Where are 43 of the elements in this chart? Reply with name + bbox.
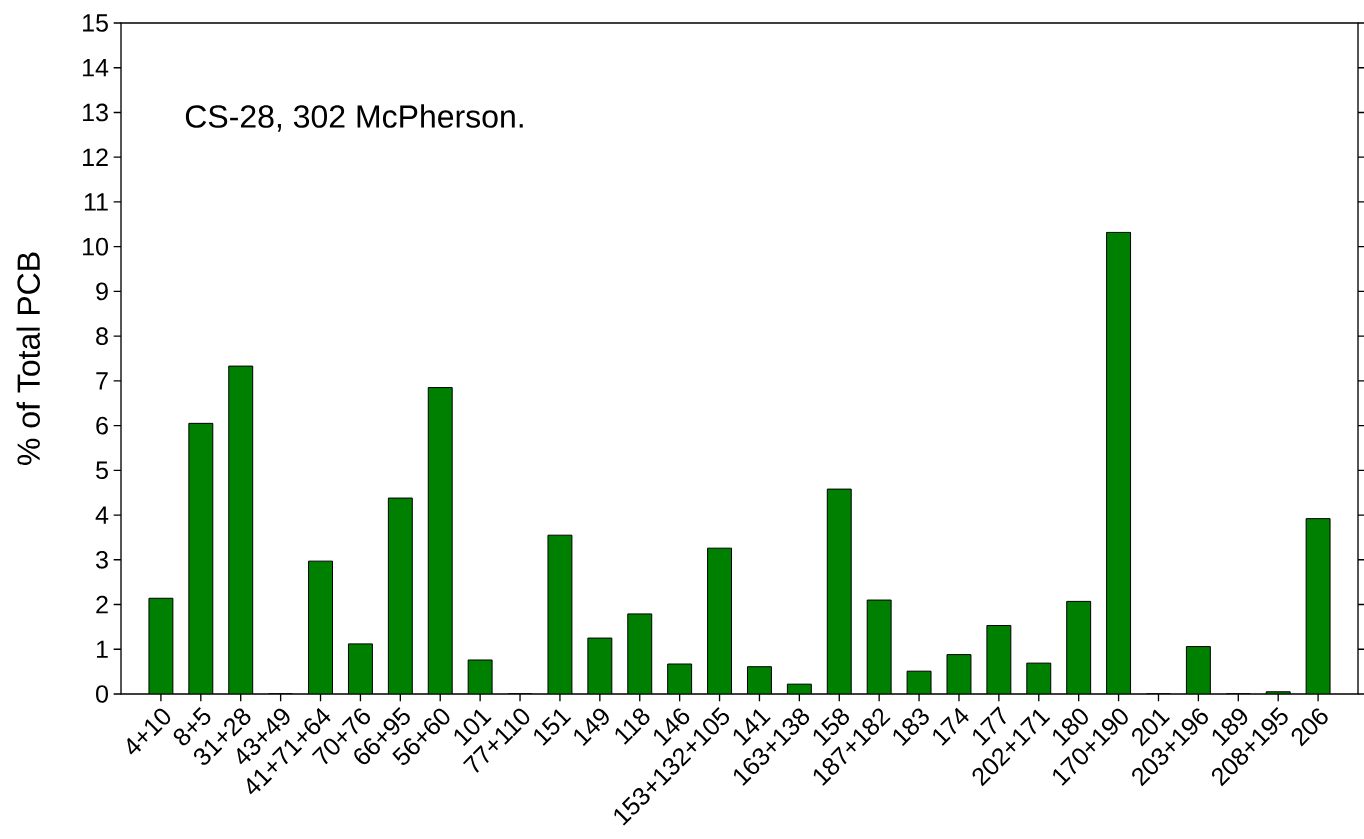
bar bbox=[308, 561, 333, 694]
bar bbox=[1305, 518, 1331, 694]
y-tick-label: 8 bbox=[96, 327, 108, 345]
bar bbox=[348, 643, 373, 694]
y-tick-label: 6 bbox=[96, 416, 108, 435]
y-tick-label: 4 bbox=[95, 506, 109, 524]
y-axis-title: % of Total PCB bbox=[16, 252, 40, 465]
bar bbox=[1026, 663, 1051, 694]
bar bbox=[1106, 232, 1131, 694]
y-tick-label: 12 bbox=[83, 148, 108, 166]
y-tick-label: 7 bbox=[96, 372, 108, 390]
y-tick-label: 3 bbox=[96, 550, 108, 569]
y-tick-label: 14 bbox=[83, 59, 109, 77]
y-tick-label: 2 bbox=[96, 595, 108, 614]
y-tick-label: 13 bbox=[83, 103, 108, 122]
bar bbox=[867, 600, 892, 694]
y-tick-label: 10 bbox=[83, 237, 108, 256]
y-tick-label: 5 bbox=[96, 461, 108, 480]
x-tick-label: 174 bbox=[933, 707, 969, 746]
bar bbox=[1066, 601, 1091, 694]
y-tick-label: 9 bbox=[96, 282, 108, 301]
y-tick-label: 1 bbox=[96, 640, 108, 658]
x-tick-label: 151 bbox=[534, 709, 572, 746]
bar bbox=[188, 423, 213, 694]
bar bbox=[707, 548, 732, 694]
bar bbox=[547, 535, 572, 694]
bar bbox=[228, 366, 253, 694]
y-tick-label: 11 bbox=[84, 193, 108, 211]
bar bbox=[148, 598, 173, 694]
bar bbox=[428, 387, 453, 694]
y-tick-label: 0 bbox=[96, 685, 108, 703]
bar bbox=[667, 664, 692, 694]
bar bbox=[388, 498, 413, 694]
x-tick-label: 206 bbox=[1291, 708, 1328, 747]
bar bbox=[747, 666, 772, 694]
bar bbox=[1186, 646, 1211, 694]
y-tick-label: 15 bbox=[83, 14, 108, 32]
bar bbox=[986, 625, 1011, 694]
bar bbox=[827, 489, 852, 694]
bar bbox=[627, 613, 652, 694]
x-tick-label: 183 bbox=[893, 708, 929, 746]
annotation: CS-28, 302 McPherson. bbox=[185, 104, 523, 132]
x-tick-label: 149 bbox=[574, 708, 609, 746]
